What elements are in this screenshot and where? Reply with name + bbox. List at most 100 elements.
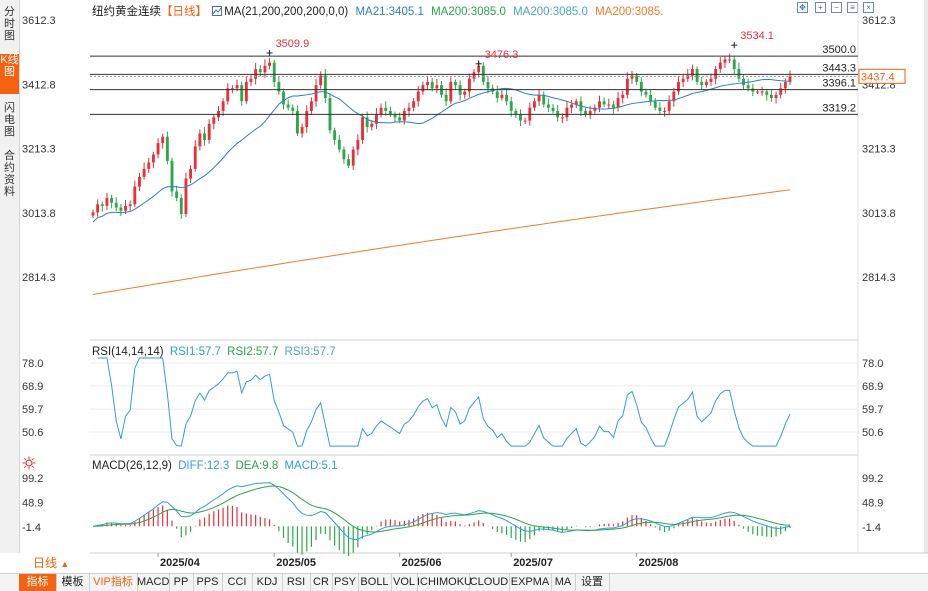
candle-body xyxy=(723,59,727,63)
candle-body xyxy=(161,136,165,144)
candle-body xyxy=(588,110,592,115)
candle-body xyxy=(244,81,248,102)
indicator-settings-icon[interactable] xyxy=(22,456,36,470)
macd-value: MACD:5.1 xyxy=(284,460,338,472)
indicator-tab-1[interactable]: 模板 xyxy=(56,574,90,591)
candle-body xyxy=(272,62,276,82)
indicator-tab-14[interactable]: CLOUD xyxy=(469,574,510,591)
rsi-axis-left-label-1: 68.9 xyxy=(22,381,43,393)
candle-body xyxy=(509,101,513,111)
candle-body xyxy=(742,78,745,86)
ma200a-value: MA200:3085.0 xyxy=(431,6,506,18)
tab-flash-chart[interactable]: 闪电图 xyxy=(4,102,15,138)
candle-body xyxy=(616,98,620,108)
candle-body xyxy=(365,117,369,128)
zoom-in-icon[interactable]: + xyxy=(815,2,826,13)
tab-kline[interactable]: K线图 xyxy=(0,54,19,94)
indicator-tab-12[interactable]: VOL xyxy=(391,574,418,591)
rsi-spec: RSI(14,14,14) xyxy=(92,346,164,358)
candle-body xyxy=(630,75,634,79)
candle-body xyxy=(342,149,346,160)
indicator-tab-10[interactable]: PSY xyxy=(332,574,359,591)
candle-body xyxy=(277,81,281,92)
candle-body xyxy=(207,123,211,140)
macd-axis-right-label-0: 99.2 xyxy=(862,473,883,485)
price-axis-right-label-2: 3213.3 xyxy=(862,144,896,156)
candle-body xyxy=(388,110,392,115)
indicator-tab-5[interactable]: PPS xyxy=(193,574,223,591)
candle-body xyxy=(193,146,197,169)
candle-body xyxy=(635,75,639,82)
candle-body xyxy=(203,133,206,140)
indicator-tab-0[interactable]: 指标 xyxy=(19,574,57,591)
candle-body xyxy=(426,81,430,86)
candle-body xyxy=(398,117,402,121)
price-axis-right-label-0: 3612.3 xyxy=(862,15,896,27)
rsi3-value: RSI3:57.7 xyxy=(284,346,336,358)
candle-body xyxy=(119,207,123,211)
price-axis-left-label-1: 3412.8 xyxy=(22,79,56,91)
dea-line xyxy=(92,485,791,533)
indicator-tab-7[interactable]: KDJ xyxy=(252,574,283,591)
candle-body xyxy=(532,101,536,108)
indicator-tab-8[interactable]: RSI xyxy=(282,574,311,591)
indicator-tab-13[interactable]: ICHIMOKU xyxy=(417,574,472,591)
tab-contract-info[interactable]: 合约资料 xyxy=(4,150,15,198)
x-axis-label-1: 2025/05 xyxy=(276,557,316,569)
indicator-tab-2[interactable]: VIP指标 xyxy=(89,574,138,591)
candle-body xyxy=(370,123,374,128)
candle-body xyxy=(282,91,285,105)
indicator-tab-6[interactable]: CCI xyxy=(222,574,253,591)
expand-icon[interactable]: ✥ xyxy=(797,2,808,13)
candle-body xyxy=(379,107,383,115)
candle-body xyxy=(189,168,193,179)
left-tab-strip: 分时图 K线图 闪电图 合约资料 xyxy=(0,0,20,553)
candle-body xyxy=(179,197,183,214)
caret-up-icon: ▲ xyxy=(60,559,70,569)
symbol-name: 纽约黄金连续 xyxy=(92,6,161,18)
x-axis-label-4: 2025/08 xyxy=(639,557,679,569)
candle-body xyxy=(351,149,355,166)
candle-body xyxy=(291,107,295,111)
indicator-tab-4[interactable]: PP xyxy=(169,574,194,591)
rsi-axis-right-label-2: 59.7 xyxy=(862,404,883,416)
candle-body xyxy=(677,81,680,92)
candle-body xyxy=(361,117,364,140)
price-axis-left-label-4: 2814.3 xyxy=(22,272,56,284)
ma200-line xyxy=(92,189,791,295)
price-axis-right-label-3: 3013.8 xyxy=(862,208,896,220)
indicator-tab-11[interactable]: BOLL xyxy=(358,574,392,591)
candle-body xyxy=(732,59,736,70)
candle-body xyxy=(384,107,388,111)
candle-body xyxy=(175,191,179,198)
indicator-tab-3[interactable]: MACD xyxy=(137,574,170,591)
period-tag[interactable]: 【日线】 xyxy=(161,6,207,18)
indicator-tab-9[interactable]: CR xyxy=(310,574,333,591)
close-icon[interactable]: × xyxy=(863,2,874,13)
price-axis-left-label-2: 3213.3 xyxy=(22,144,56,156)
candle-body xyxy=(416,91,420,102)
candle-body xyxy=(649,94,653,102)
candle-body xyxy=(546,104,550,108)
candle-body xyxy=(333,130,337,140)
ma200c-value: MA200:3085. xyxy=(595,6,664,18)
candle-body xyxy=(523,120,527,122)
rsi-line xyxy=(97,357,791,447)
rsi-axis-left-label-0: 78.0 xyxy=(22,358,43,370)
indicator-tab-15[interactable]: EXPMA xyxy=(509,574,552,591)
indicator-tab-16[interactable]: MA xyxy=(551,574,576,591)
macd-axis-left-label-0: 99.2 xyxy=(22,473,43,485)
indicator-tab-bar: 指标 模板 VIP指标 MACD PP PPS CCI KDJ RSI CR PSY BOLL VOL I… xyxy=(0,573,928,591)
candle-body xyxy=(663,110,666,112)
candle-body xyxy=(514,110,518,115)
indicator-tab-17[interactable]: 设置 xyxy=(575,574,610,591)
candle-body xyxy=(435,85,439,89)
period-selector-button[interactable]: 日线 ▲ xyxy=(19,555,89,572)
rsi-axis-right-label-3: 50.6 xyxy=(862,427,883,439)
zoom-out-icon[interactable]: − xyxy=(831,2,842,13)
candle-body xyxy=(639,81,643,92)
ma-settings-icon[interactable] xyxy=(212,6,223,16)
candle-body xyxy=(133,186,137,205)
tab-timeshare[interactable]: 分时图 xyxy=(4,6,15,42)
